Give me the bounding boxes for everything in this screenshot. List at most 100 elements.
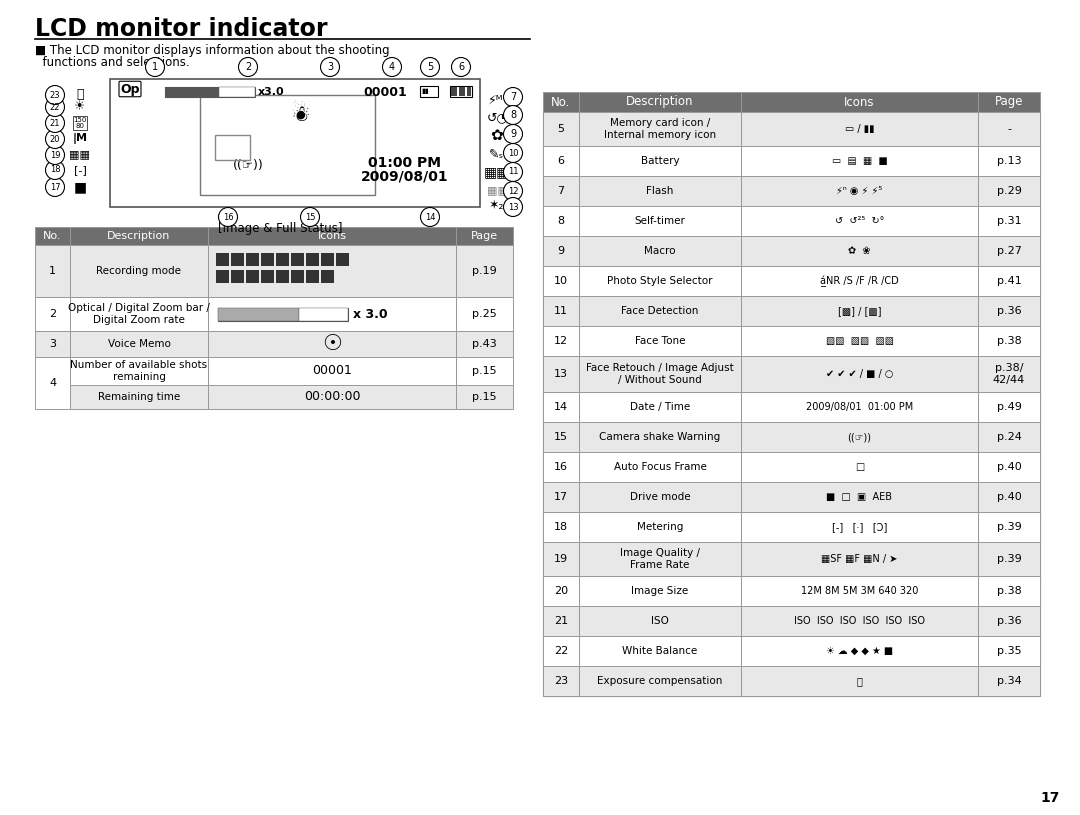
Circle shape xyxy=(382,58,402,77)
Circle shape xyxy=(146,58,164,77)
Circle shape xyxy=(45,146,65,165)
Bar xyxy=(276,270,289,283)
Text: 13: 13 xyxy=(554,369,568,379)
Text: 00001: 00001 xyxy=(312,364,352,377)
Text: ⓺: ⓺ xyxy=(856,676,863,686)
Text: ((☞)): ((☞)) xyxy=(232,158,264,171)
Text: Photo Style Selector: Photo Style Selector xyxy=(607,276,713,286)
Text: Face Detection: Face Detection xyxy=(621,306,699,316)
Bar xyxy=(543,146,579,176)
Bar xyxy=(978,606,1040,636)
Text: 18: 18 xyxy=(554,522,568,532)
Bar xyxy=(579,636,741,666)
Bar xyxy=(336,253,349,266)
Bar xyxy=(579,326,741,356)
Text: |M: |M xyxy=(72,134,87,144)
Text: 12M 8M 5M 3M 640 320: 12M 8M 5M 3M 640 320 xyxy=(800,586,918,596)
Text: ↺  ↺²⁵  ↻°: ↺ ↺²⁵ ↻° xyxy=(835,216,885,226)
Circle shape xyxy=(503,87,523,107)
Text: ▭ / ▮▮: ▭ / ▮▮ xyxy=(845,124,874,134)
Bar xyxy=(208,357,456,385)
Bar xyxy=(543,112,1040,696)
Text: Recording mode: Recording mode xyxy=(96,266,181,276)
Bar xyxy=(70,227,208,245)
Text: Page: Page xyxy=(471,231,498,241)
Text: ■ The LCD monitor displays information about the shooting: ■ The LCD monitor displays information a… xyxy=(35,44,390,57)
Bar xyxy=(459,87,465,96)
Bar xyxy=(261,270,274,283)
Bar xyxy=(978,512,1040,542)
Bar xyxy=(741,422,978,452)
Bar xyxy=(276,253,289,266)
Bar xyxy=(456,227,513,245)
Text: 00:00:00: 00:00:00 xyxy=(303,390,361,403)
Bar xyxy=(70,245,208,297)
Bar xyxy=(579,606,741,636)
Bar xyxy=(35,357,70,409)
Text: p.43: p.43 xyxy=(472,339,497,349)
Text: p.39: p.39 xyxy=(997,554,1022,564)
Text: 23: 23 xyxy=(554,676,568,686)
Bar xyxy=(451,87,457,96)
Bar xyxy=(978,326,1040,356)
Bar xyxy=(543,482,579,512)
Text: 2009/08/01: 2009/08/01 xyxy=(361,170,449,184)
Bar xyxy=(579,452,741,482)
Text: [-]: [-] xyxy=(73,165,86,175)
Bar xyxy=(246,253,259,266)
Circle shape xyxy=(45,113,65,133)
Text: p.38: p.38 xyxy=(997,336,1022,346)
Text: 20: 20 xyxy=(50,134,60,143)
Text: p.38/
42/44: p.38/ 42/44 xyxy=(993,363,1025,385)
Bar xyxy=(741,636,978,666)
Bar xyxy=(741,92,978,112)
Text: 7: 7 xyxy=(510,92,516,102)
Text: Exposure compensation: Exposure compensation xyxy=(597,676,723,686)
Text: 17: 17 xyxy=(50,183,60,192)
Bar xyxy=(543,266,579,296)
Text: [-]   [·]   [Ɔ]: [-] [·] [Ɔ] xyxy=(832,522,887,532)
Text: 3: 3 xyxy=(327,62,333,72)
Bar xyxy=(467,87,471,96)
Bar xyxy=(298,307,348,320)
Bar xyxy=(741,392,978,422)
Bar xyxy=(579,392,741,422)
Text: 1: 1 xyxy=(49,266,56,276)
Bar xyxy=(543,356,579,392)
Text: Remaining time: Remaining time xyxy=(98,392,180,402)
Bar xyxy=(291,253,303,266)
Bar xyxy=(70,297,208,331)
Circle shape xyxy=(503,182,523,200)
Text: Camera shake Warning: Camera shake Warning xyxy=(599,432,720,442)
Text: p.39: p.39 xyxy=(997,522,1022,532)
Circle shape xyxy=(503,105,523,125)
Bar xyxy=(579,422,741,452)
Text: p.24: p.24 xyxy=(997,432,1022,442)
Bar xyxy=(165,87,255,97)
Bar xyxy=(208,331,456,357)
Text: 7: 7 xyxy=(557,186,565,196)
Bar xyxy=(543,206,579,236)
Bar xyxy=(450,86,472,97)
Bar xyxy=(978,636,1040,666)
Bar xyxy=(741,236,978,266)
Text: 11: 11 xyxy=(508,168,518,177)
Text: □: □ xyxy=(855,462,864,472)
Bar xyxy=(306,270,319,283)
Text: ISO  ISO  ISO  ISO  ISO  ISO: ISO ISO ISO ISO ISO ISO xyxy=(794,616,924,626)
Bar xyxy=(208,297,456,331)
Bar xyxy=(579,206,741,236)
Bar xyxy=(978,482,1040,512)
Text: 21: 21 xyxy=(554,616,568,626)
Text: No.: No. xyxy=(551,95,570,108)
Text: 8: 8 xyxy=(510,110,516,120)
Bar xyxy=(216,253,229,266)
Bar xyxy=(456,357,513,385)
Text: ▦▦: ▦▦ xyxy=(486,185,508,195)
Text: 21: 21 xyxy=(50,118,60,127)
Text: ✿  ❀: ✿ ❀ xyxy=(848,246,870,256)
Bar xyxy=(978,576,1040,606)
Text: 9: 9 xyxy=(557,246,565,256)
Text: ▦▦: ▦▦ xyxy=(484,165,510,179)
Text: 22: 22 xyxy=(554,646,568,656)
